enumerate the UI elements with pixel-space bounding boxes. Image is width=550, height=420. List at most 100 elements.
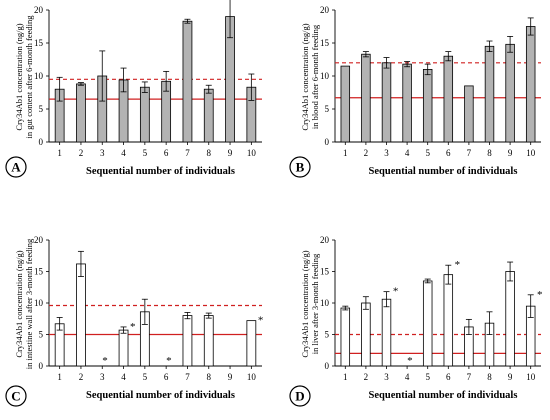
y-tick-label: 10 [320, 71, 330, 81]
x-tick-label: 1 [57, 148, 62, 158]
y-tick-label: 0 [325, 137, 330, 147]
x-tick-label: 7 [185, 372, 190, 382]
x-tick-label: 8 [207, 148, 212, 158]
x-tick-label: 5 [425, 148, 430, 158]
x-tick-label: 4 [121, 148, 126, 158]
y-tick-label: 5 [325, 330, 330, 340]
y-tick-label: 20 [320, 5, 330, 15]
x-tick-label: 9 [508, 148, 513, 158]
x-tick-label: 2 [79, 148, 84, 158]
bar [402, 63, 412, 143]
panel-letter-circle [289, 156, 311, 178]
x-tick-label: 5 [143, 372, 148, 382]
y-tick-label: 20 [320, 235, 330, 245]
y-axis-label-line-2: in liver after 3-month feeding [310, 253, 320, 354]
panel-letter-circle [5, 156, 27, 178]
x-tick-label: 1 [343, 148, 348, 158]
bar [464, 85, 474, 143]
x-tick-label: 4 [405, 148, 410, 158]
x-tick-label: 10 [526, 372, 536, 382]
y-tick-label: 20 [34, 235, 44, 245]
bar [203, 315, 214, 367]
y-axis-label-line-2: in blood after 6-month feeding [310, 24, 320, 129]
y-tick-label: 15 [34, 267, 44, 277]
bar [340, 307, 351, 367]
y-tick-label: 15 [320, 38, 330, 48]
bar [76, 263, 86, 367]
y-tick-label: 0 [39, 361, 44, 371]
bar [484, 45, 495, 143]
y-tick-label: 10 [34, 71, 44, 81]
y-axis-label: Cry34Ab1 concentration (ng/g)in blood af… [300, 23, 320, 130]
y-tick-label: 5 [325, 104, 330, 114]
x-tick-label: 2 [364, 148, 369, 158]
y-axis-label-line-1: Cry34Ab1 concentration (ng/g) [300, 250, 310, 357]
bar [139, 86, 150, 143]
y-axis-label-line-1: Cry34Ab1 concentration (ng/g) [14, 23, 24, 130]
panel-letter-circle [289, 385, 311, 407]
panel-letter: B [296, 160, 305, 175]
panel-letter: C [11, 389, 20, 404]
y-tick-label: 0 [325, 361, 330, 371]
bar [182, 20, 193, 143]
bar [422, 280, 433, 367]
y-tick-label: 10 [34, 298, 44, 308]
y-axis-label: Cry34Ab1 concentration (ng/g)in intestin… [14, 238, 34, 369]
x-axis-label: Sequential number of individuals [86, 166, 235, 177]
x-tick-label: 5 [425, 372, 430, 382]
x-axis-label: Sequential number of individuals [86, 390, 235, 401]
x-tick-label: 4 [405, 372, 410, 382]
y-axis-label: Cry34Ab1 concentration (ng/g)in gut cont… [14, 15, 34, 139]
significance-star: * [455, 259, 461, 271]
x-tick-label: 8 [487, 148, 492, 158]
significance-star: * [130, 321, 136, 333]
x-tick-label: 3 [384, 372, 389, 382]
x-tick-label: 2 [79, 372, 84, 382]
bar [422, 69, 433, 143]
x-tick-label: 6 [164, 148, 169, 158]
significance-star: * [407, 355, 413, 367]
panel-a: 0 5 10 15 20 1 2 3 4 5 6 7 8 9 10 Sequential number of … [5, 0, 262, 178]
x-tick-label: 9 [508, 372, 513, 382]
panel-letter: A [11, 160, 21, 175]
x-tick-label: 9 [228, 372, 233, 382]
x-tick-label: 3 [100, 148, 105, 158]
panel-letter-circle [5, 385, 27, 407]
x-tick-label: 2 [364, 372, 369, 382]
y-tick-label: 10 [320, 298, 330, 308]
significance-star: * [537, 289, 543, 301]
x-axis-label: Sequential number of individuals [369, 390, 518, 401]
x-tick-label: 10 [247, 372, 257, 382]
y-tick-label: 5 [39, 330, 44, 340]
panel-letter: D [295, 389, 304, 404]
bar [381, 62, 392, 143]
significance-star: * [102, 355, 108, 367]
x-tick-label: 6 [164, 372, 169, 382]
x-tick-label: 8 [207, 372, 212, 382]
x-tick-label: 7 [185, 148, 190, 158]
y-tick-label: 0 [39, 137, 44, 147]
x-tick-label: 3 [384, 148, 389, 158]
panel-d: 0 5 10 15 20 1 2 3 * 4 * 5 6 * 7 8 9 10 * Sequential number… [289, 235, 543, 407]
y-tick-label: 15 [320, 267, 330, 277]
panel-b: 0 5 10 15 20 1 2 3 4 5 6 7 8 9 10 Sequential number of … [289, 5, 541, 178]
x-tick-label: 5 [143, 148, 148, 158]
x-tick-label: 10 [247, 148, 257, 158]
x-tick-label: 4 [121, 372, 126, 382]
x-tick-label: 9 [228, 148, 233, 158]
significance-star: * [393, 286, 399, 298]
bar [76, 83, 86, 143]
x-tick-label: 1 [57, 372, 62, 382]
significance-star: * [166, 355, 172, 367]
x-axis-label: Sequential number of individuals [369, 166, 518, 177]
bar [381, 298, 392, 367]
bar [505, 271, 515, 367]
x-tick-label: 8 [487, 372, 492, 382]
x-tick-label: 7 [467, 372, 472, 382]
bar [525, 26, 536, 143]
y-axis-label-line-1: Cry34Ab1 concentration (ng/g) [300, 23, 310, 130]
y-tick-label: 5 [39, 104, 44, 114]
panel-c: 0 5 10 15 20 1 2 3 * 4 * 5 6 * 7 8 9 10 * Sequential number… [5, 235, 263, 407]
bar [443, 55, 454, 143]
